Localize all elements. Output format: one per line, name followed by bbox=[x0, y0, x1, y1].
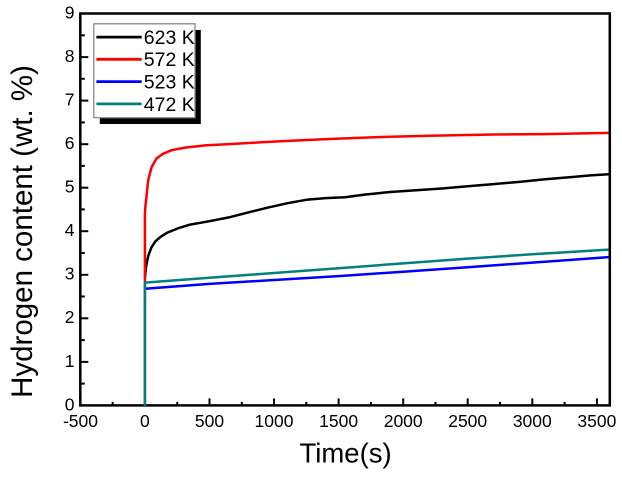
svg-text:1500: 1500 bbox=[319, 411, 358, 431]
svg-text:472 K: 472 K bbox=[144, 94, 195, 116]
svg-text:8: 8 bbox=[65, 46, 75, 66]
svg-text:623 K: 623 K bbox=[144, 27, 195, 49]
svg-text:7: 7 bbox=[65, 90, 75, 110]
svg-text:0: 0 bbox=[65, 394, 75, 414]
svg-text:Time(s): Time(s) bbox=[300, 438, 392, 469]
svg-text:9: 9 bbox=[65, 2, 75, 22]
svg-text:-500: -500 bbox=[63, 411, 98, 431]
svg-text:572 K: 572 K bbox=[144, 49, 195, 71]
svg-text:4: 4 bbox=[65, 220, 75, 240]
svg-text:5: 5 bbox=[65, 177, 75, 197]
svg-text:6: 6 bbox=[65, 133, 75, 153]
svg-text:Hydrogen content (wt. %): Hydrogen content (wt. %) bbox=[6, 65, 39, 398]
svg-text:1000: 1000 bbox=[255, 411, 294, 431]
svg-text:0: 0 bbox=[140, 411, 150, 431]
svg-text:1: 1 bbox=[65, 351, 75, 371]
svg-text:2000: 2000 bbox=[384, 411, 423, 431]
svg-text:500: 500 bbox=[195, 411, 224, 431]
svg-text:2: 2 bbox=[65, 307, 75, 327]
svg-text:2500: 2500 bbox=[448, 411, 487, 431]
svg-text:3000: 3000 bbox=[513, 411, 552, 431]
svg-text:3500: 3500 bbox=[577, 411, 616, 431]
svg-text:523 K: 523 K bbox=[144, 72, 195, 94]
svg-text:3: 3 bbox=[65, 264, 75, 284]
